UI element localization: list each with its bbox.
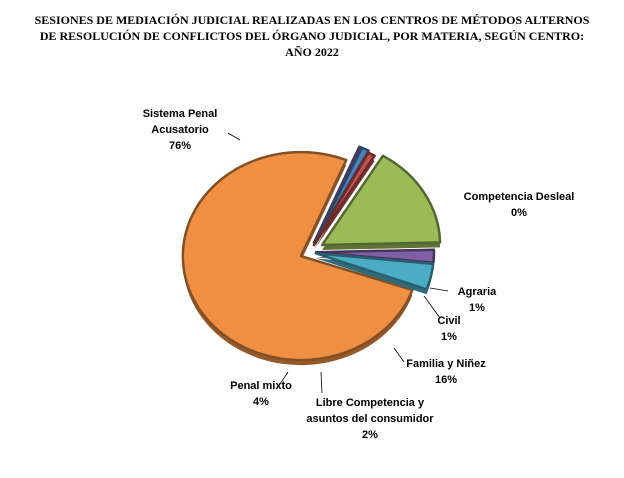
pie-slice-1 (181, 150, 414, 366)
chart-title-line-1: SESIONES DE MEDIACIÓN JUDICIAL REALIZADA… (34, 13, 590, 27)
slice-label: Sistema Penal Acusatorio 76% (143, 108, 218, 152)
slice-name-label: Libre Competencia y (316, 397, 425, 409)
slice-percent-label: 0% (511, 207, 527, 219)
pie-slice-5 (320, 154, 442, 250)
leader-line (320, 371, 323, 394)
pie-slice-side (313, 157, 375, 251)
leader-line (429, 287, 449, 292)
slice-label: Libre Competencia y asuntos del consumido… (306, 397, 434, 441)
slice-name-label: Civil (437, 315, 460, 327)
pie-slice-face (181, 150, 414, 362)
slice-percent-label: 76% (169, 140, 191, 152)
chart-title-line-3: AÑO 2022 (285, 45, 339, 59)
slice-percent-label: 16% (435, 374, 457, 386)
slice-label: Familia y Niñez 16% (406, 358, 486, 386)
pie-slice-7 (314, 252, 435, 295)
slice-name-label: Acusatorio (151, 124, 209, 136)
chart-title-line-2: DE RESOLUCIÓN DE CONFLICTOS DEL ÓRGANO J… (39, 29, 585, 43)
pie-slice-face (312, 151, 376, 247)
slice-percent-label: 4% (253, 396, 269, 408)
slice-label: Agraria 1% (458, 286, 497, 314)
slice-name-label: Competencia Desleal (464, 191, 575, 203)
pie-slice-face (314, 252, 435, 291)
slice-name-label: Penal mixto (230, 380, 292, 392)
pie-slice-face (320, 154, 442, 247)
slice-name-label: asuntos del consumidor (306, 413, 434, 425)
slice-name-label: Agraria (458, 286, 497, 298)
leader-line (423, 295, 441, 319)
slice-label: Competencia Desleal 0% (464, 191, 575, 219)
slice-percent-label: 1% (441, 331, 457, 343)
leader-line (227, 132, 241, 141)
slice-name-label: Familia y Niñez (406, 358, 486, 370)
leader-line (393, 347, 405, 363)
slice-label: Civil 1% (437, 315, 460, 343)
slice-name-label: Sistema Penal (143, 108, 218, 120)
slice-percent-label: 2% (362, 429, 378, 441)
leader-line (279, 371, 289, 385)
slice-label: Penal mixto 4% (230, 380, 292, 408)
slice-percent-label: 1% (469, 302, 485, 314)
pie-slice-4 (312, 151, 376, 251)
